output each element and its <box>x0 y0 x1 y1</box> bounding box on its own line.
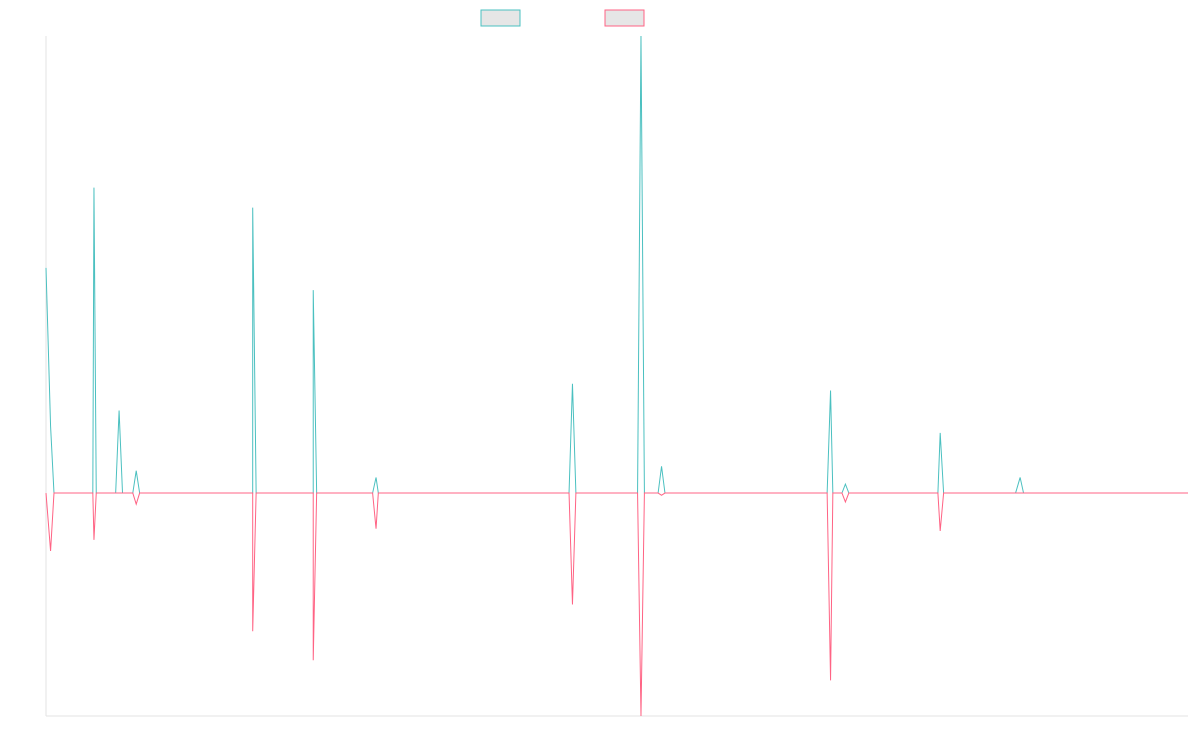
axes <box>45 36 1188 717</box>
legend-swatch[interactable] <box>604 9 645 27</box>
legend <box>480 9 645 27</box>
series-line-2 <box>45 492 1188 717</box>
legend-swatch[interactable] <box>480 9 521 27</box>
series-line-1 <box>45 35 1188 494</box>
legend-item[interactable] <box>480 9 521 27</box>
series-layer <box>45 35 1188 717</box>
legend-item[interactable] <box>604 9 645 27</box>
